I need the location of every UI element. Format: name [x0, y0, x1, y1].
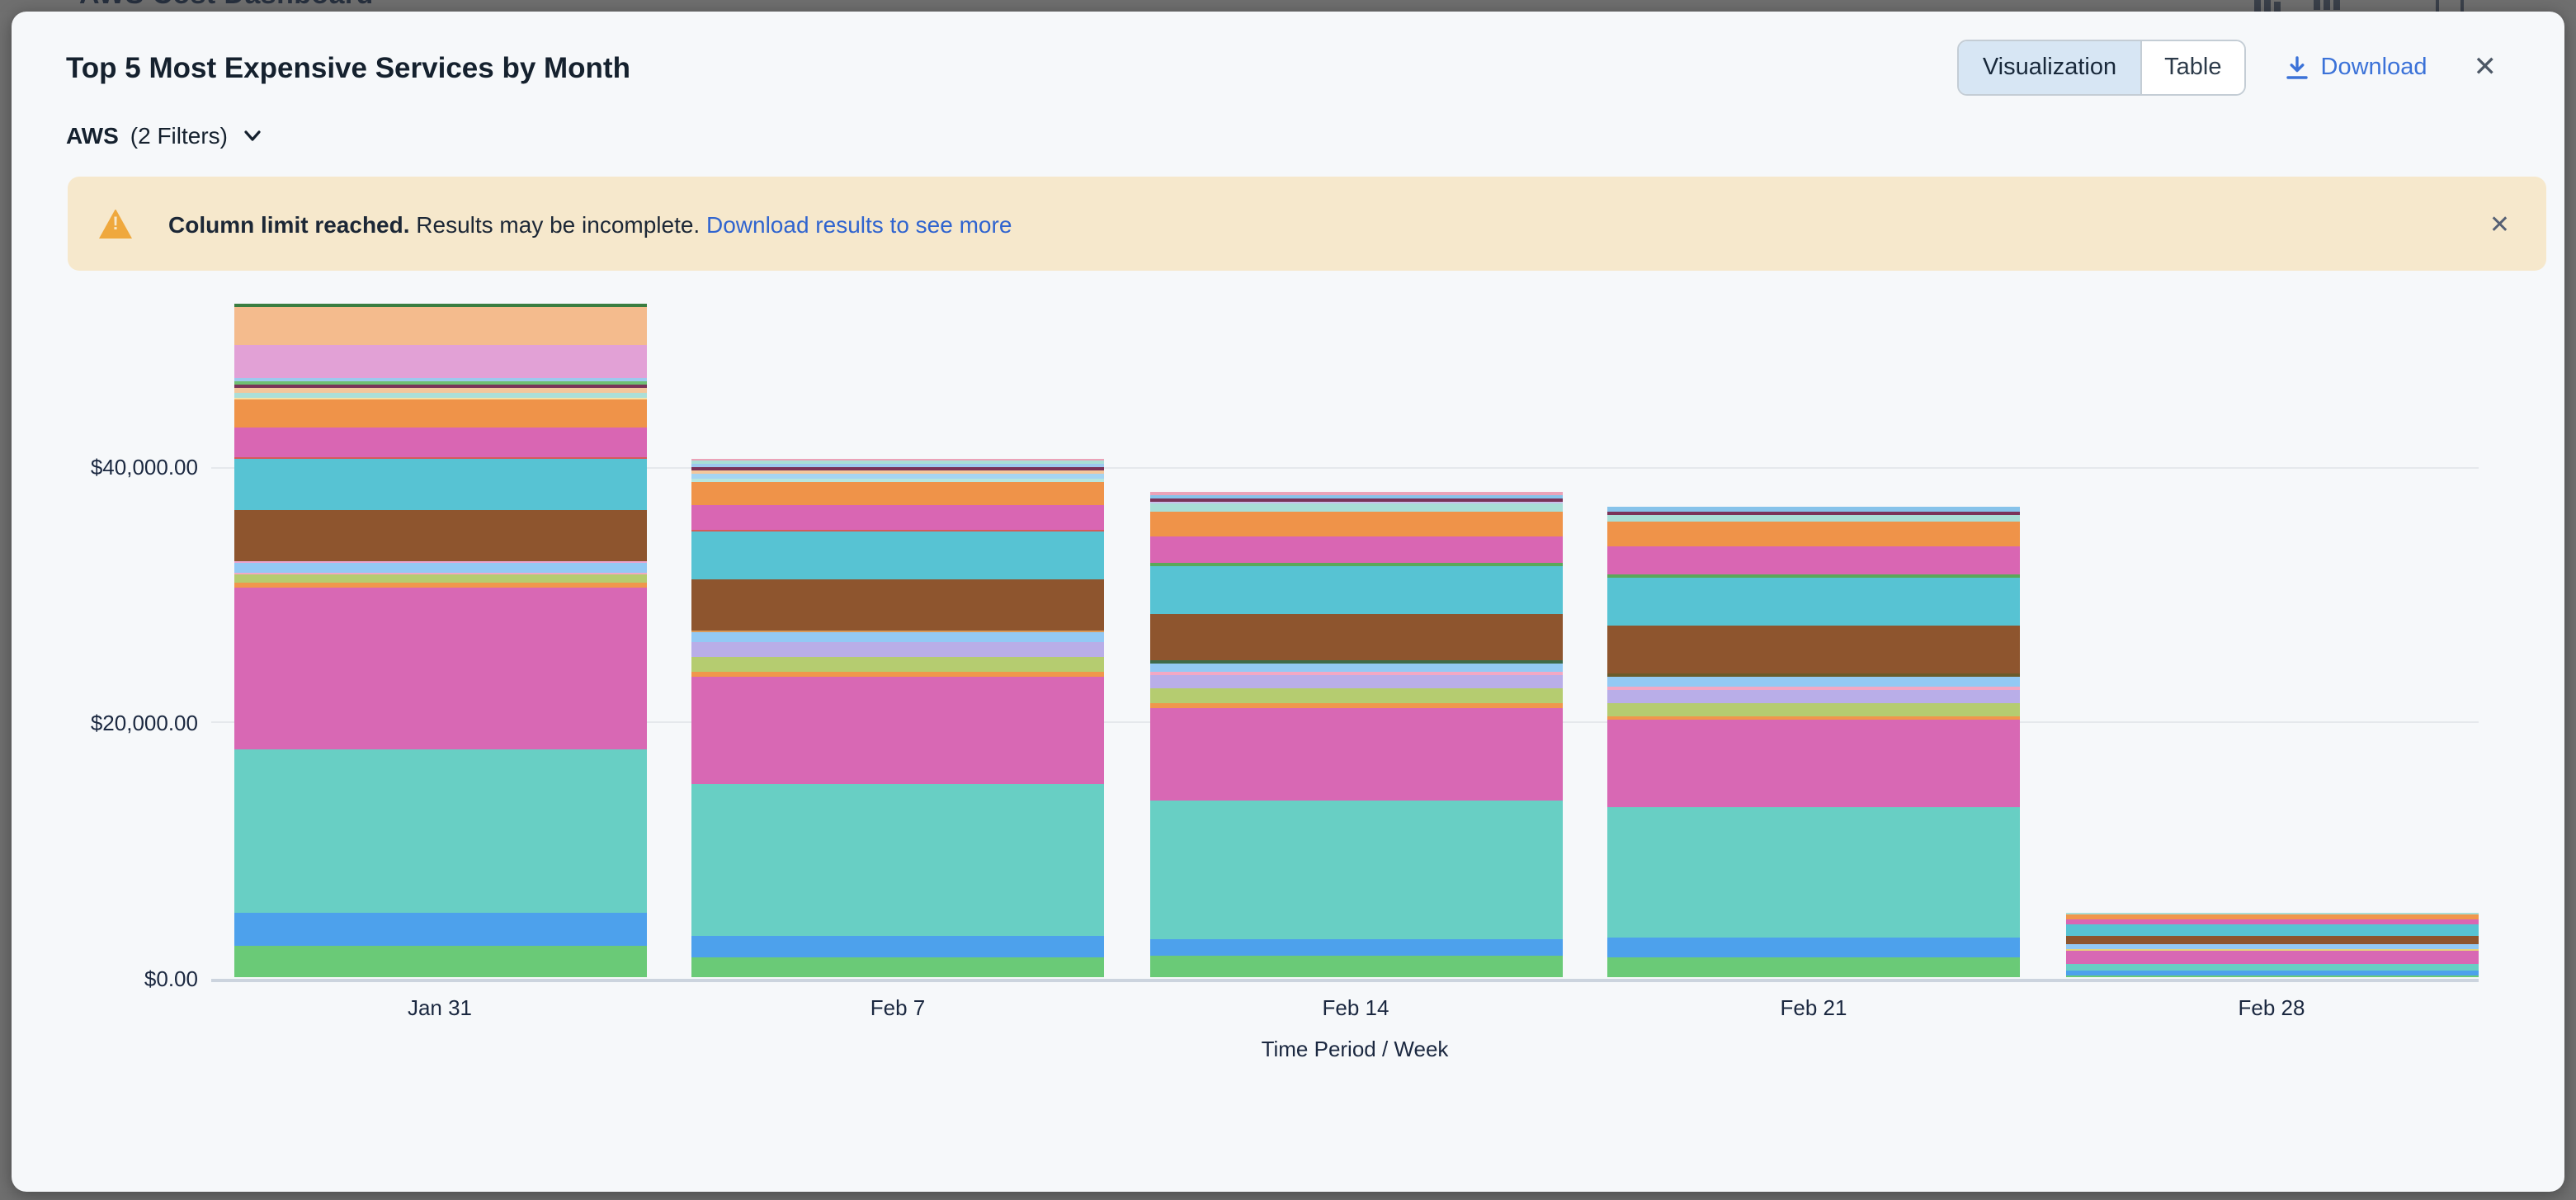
bar-segment[interactable]	[691, 937, 1104, 957]
stacked-bar-feb-7[interactable]	[691, 458, 1104, 978]
bar-segment[interactable]	[234, 459, 646, 509]
bar-segment[interactable]	[1607, 522, 2020, 546]
bar-segment[interactable]	[1149, 689, 1562, 703]
bar-segment[interactable]	[691, 784, 1104, 937]
underlying-dashboard-strip-bottom	[0, 1192, 2576, 1200]
bar-segment[interactable]	[1607, 514, 2020, 522]
bar-segment[interactable]	[234, 947, 646, 978]
bar-segment[interactable]	[1149, 708, 1562, 801]
bar-segment[interactable]	[1607, 703, 2020, 716]
bar-segment[interactable]	[691, 532, 1104, 580]
underlying-page-title: AWS Cost Dashboard	[79, 0, 374, 12]
stacked-bar-feb-14[interactable]	[1149, 492, 1562, 978]
bar-segment[interactable]	[691, 580, 1104, 631]
bar-segment[interactable]	[691, 504, 1104, 530]
y-tick-label: $0.00	[33, 966, 198, 990]
bar-segment[interactable]	[1607, 938, 2020, 958]
screen: AWS Cost Dashboard Top 5 Most Expensive …	[0, 0, 2576, 1200]
x-axis-line	[211, 978, 2479, 981]
bar-segment[interactable]	[1149, 939, 1562, 957]
chart-modal: Top 5 Most Expensive Services by Month A…	[12, 12, 2564, 1192]
stacked-bar-chart: Time Period / Week $0.00 $20,000.00 $40,00…	[12, 12, 2564, 1192]
bar-segment[interactable]	[1607, 807, 2020, 938]
y-tick-label: $40,000.00	[33, 455, 198, 480]
bar-segment[interactable]	[1149, 536, 1562, 563]
bar-segment[interactable]	[1149, 801, 1562, 939]
bar-segment[interactable]	[234, 914, 646, 947]
bar-segment[interactable]	[234, 399, 646, 428]
bar-segment[interactable]	[2065, 965, 2478, 971]
bar-segment[interactable]	[234, 344, 646, 378]
bar-segment[interactable]	[1149, 664, 1562, 673]
bar-segment[interactable]	[1607, 577, 2020, 625]
bar-segment[interactable]	[1607, 677, 2020, 686]
bar-segment[interactable]	[1607, 958, 2020, 978]
window-icon	[2436, 0, 2464, 12]
x-tick-label: Feb 21	[1715, 994, 1913, 1019]
bar-segment[interactable]	[234, 307, 646, 344]
stacked-bar-jan-31[interactable]	[234, 304, 646, 978]
x-tick-label: Feb 7	[799, 994, 997, 1019]
bar-segment[interactable]	[1149, 957, 1562, 978]
bar-segment[interactable]	[1149, 503, 1562, 512]
bar-segment[interactable]	[1607, 546, 2020, 574]
bar-segment[interactable]	[234, 564, 646, 572]
bar-segment[interactable]	[1149, 512, 1562, 536]
bar-segment[interactable]	[1607, 720, 2020, 807]
bar-segment[interactable]	[2065, 950, 2478, 965]
x-axis-title: Time Period / Week	[1262, 1037, 1449, 1061]
bar-segment[interactable]	[1149, 613, 1562, 659]
bar-segment[interactable]	[234, 583, 646, 588]
bar-segment[interactable]	[2065, 935, 2478, 944]
stacked-bar-feb-21[interactable]	[1607, 506, 2020, 978]
bar-segment[interactable]	[234, 428, 646, 456]
x-tick-label: Feb 28	[2173, 994, 2371, 1019]
mini-bar-chart-icon	[2314, 0, 2340, 10]
mini-bar-chart-icon	[2254, 0, 2281, 12]
x-tick-label: Jan 31	[341, 994, 539, 1019]
bar-segment[interactable]	[691, 957, 1104, 978]
bar-segment[interactable]	[1149, 675, 1562, 689]
bar-segment[interactable]	[234, 574, 646, 583]
bar-segment[interactable]	[691, 633, 1104, 642]
bar-segment[interactable]	[1607, 625, 2020, 673]
bar-segment[interactable]	[691, 657, 1104, 672]
bar-segment[interactable]	[2065, 924, 2478, 935]
underlying-dashboard-strip: AWS Cost Dashboard	[0, 0, 2576, 12]
bar-segment[interactable]	[1607, 689, 2020, 703]
y-tick-label: $20,000.00	[33, 711, 198, 735]
x-tick-label: Feb 14	[1257, 994, 1455, 1019]
bar-segment[interactable]	[691, 642, 1104, 657]
stacked-bar-feb-28[interactable]	[2065, 912, 2478, 978]
bar-segment[interactable]	[2065, 976, 2478, 978]
bar-segment[interactable]	[691, 677, 1104, 784]
bar-segment[interactable]	[234, 509, 646, 561]
bar-segment[interactable]	[234, 588, 646, 749]
bar-segment[interactable]	[1149, 566, 1562, 613]
bar-segment[interactable]	[691, 481, 1104, 504]
bar-segment[interactable]	[234, 749, 646, 914]
